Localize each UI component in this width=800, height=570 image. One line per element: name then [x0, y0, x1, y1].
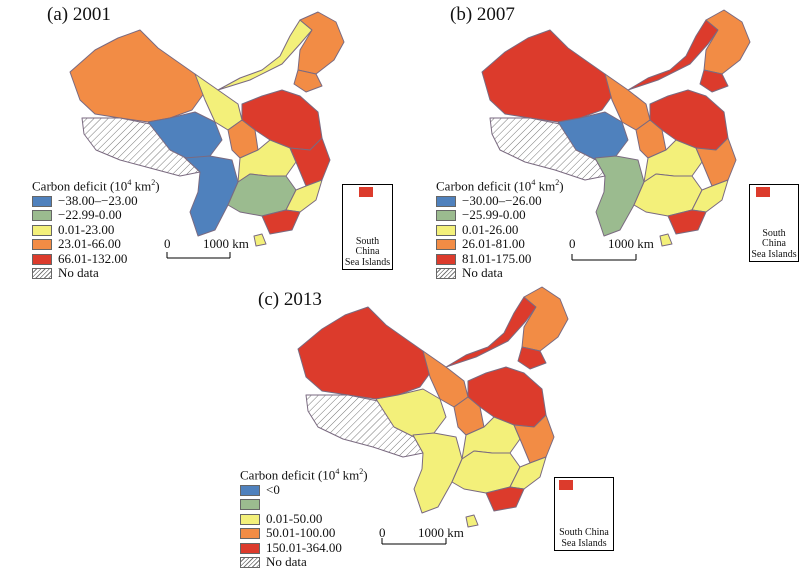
legend: Carbon deficit (104 km2) −38.00–−23.00 −… [32, 176, 160, 281]
legend-item: 0.01-50.00 [240, 511, 368, 527]
region-northeast [297, 11, 345, 75]
legend-title: Carbon deficit (104 km2) [32, 178, 160, 194]
china-map-2007 [481, 9, 751, 261]
panel-2013: (c) 2013 Carbon deficit (104 km2) <0 0.0… [210, 277, 630, 569]
region-northeast [521, 286, 569, 352]
legend-item: 0.01-23.00 [32, 222, 160, 238]
region-tibet [489, 117, 606, 181]
region-tibet [305, 394, 424, 458]
region-northeast [703, 9, 751, 75]
region-qinghai [375, 388, 447, 438]
legend-item: −38.00–−23.00 [32, 193, 160, 209]
region-xinjiang [481, 29, 616, 123]
panel-2007: (b) 2007 Carbon deficit (104 km2) −30.00… [400, 0, 800, 280]
region-qinghai [557, 111, 629, 161]
legend-item: 23.01-66.00 [32, 237, 160, 252]
region-xinjiang [69, 29, 206, 123]
inset-label: South China Sea Islands [344, 235, 391, 268]
region-east-coast [695, 137, 737, 187]
region-xinjiang [297, 306, 434, 400]
region-guangdong [261, 209, 301, 235]
legend-item-no-data: No data [436, 266, 564, 281]
legend-title: Carbon deficit (104 km2) [240, 467, 368, 483]
legend: Carbon deficit (104 km2) <0 0.01-50.00 5… [240, 465, 368, 570]
legend-item: −25.99-0.00 [436, 208, 564, 223]
legend-title: Carbon deficit (104 km2) [436, 178, 564, 194]
legend: Carbon deficit (104 km2) −30.00–−26.00 −… [436, 176, 564, 281]
panel-2001: (a) 2001 Carbon deficit (104 km2) −38.00… [0, 0, 400, 280]
legend-item: 81.01-175.00 [436, 251, 564, 267]
legend-item: 50.01-100.00 [240, 526, 368, 541]
region-hainan [659, 233, 673, 247]
region-east-coast [513, 414, 555, 464]
legend-item: 66.01-132.00 [32, 251, 160, 267]
legend-item [240, 497, 368, 512]
scale-zero: 0 [164, 236, 171, 251]
region-qinghai [147, 111, 223, 161]
region-southwest [594, 155, 645, 237]
inset-south-china-sea: South China Sea Islands [554, 477, 614, 551]
legend-item-no-data: No data [32, 266, 160, 281]
inset-label: South China Sea Islands [751, 227, 797, 260]
legend-item: 26.01-81.00 [436, 237, 564, 252]
inset-south-china-sea: South China Sea Islands [342, 184, 393, 270]
region-tibet [81, 117, 201, 177]
legend-item-no-data: No data [240, 555, 368, 570]
region-guangdong [485, 486, 525, 512]
inset-south-china-sea: South China Sea Islands [749, 184, 799, 262]
region-east-coast [289, 137, 331, 187]
scale-distance: 1000 km [418, 525, 464, 540]
region-hainan [465, 514, 479, 528]
scale-zero: 0 [569, 236, 576, 251]
china-map-2013 [297, 286, 569, 545]
panel-title: (b) 2007 [450, 4, 515, 25]
inset-label: South China Sea Islands [559, 527, 609, 549]
panel-title: (a) 2001 [47, 4, 111, 25]
scale-distance: 1000 km [608, 236, 654, 251]
scale-zero: 0 [379, 525, 386, 540]
legend-item: 0.01-26.00 [436, 222, 564, 238]
legend-item: <0 [240, 482, 368, 498]
region-liaoning [293, 69, 323, 93]
legend-item: 150.01-364.00 [240, 540, 368, 556]
legend-item: −30.00–−26.00 [436, 193, 564, 209]
region-liaoning [517, 346, 547, 370]
region-liaoning [699, 69, 729, 93]
region-southwest [412, 432, 463, 514]
panel-title: (c) 2013 [258, 289, 322, 310]
scale-distance: 1000 km [203, 236, 249, 251]
legend-item: −22.99-0.00 [32, 208, 160, 223]
region-guangdong [667, 209, 707, 235]
region-hainan [253, 233, 267, 247]
china-map-2001 [69, 11, 345, 259]
region-southwest [184, 155, 239, 237]
